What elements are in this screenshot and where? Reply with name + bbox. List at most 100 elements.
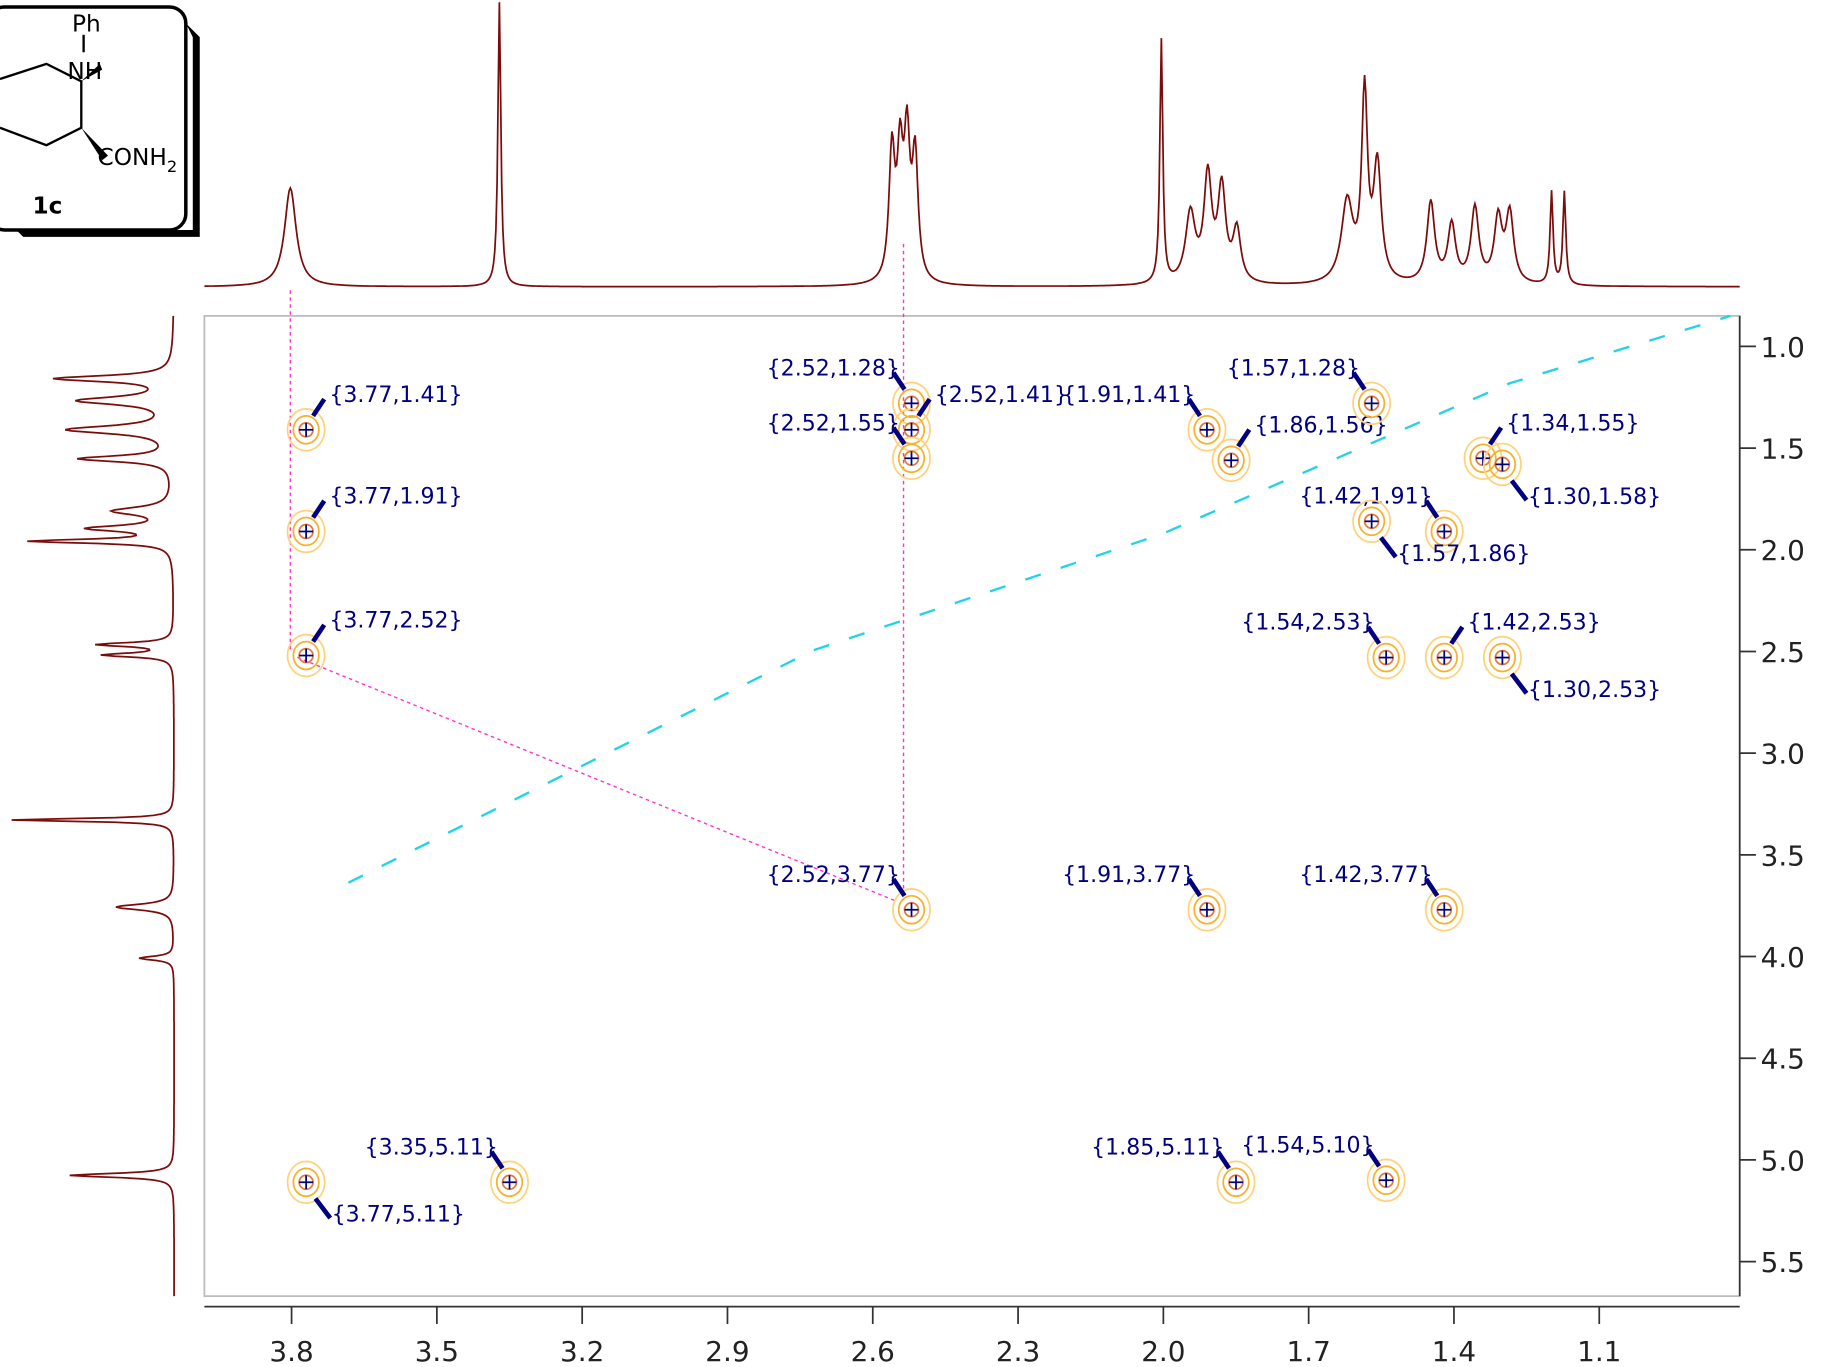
contour [1357, 506, 1386, 537]
peak-label: {1.54,5.10} [1241, 1133, 1374, 1158]
x-tick-label: 2.9 [705, 1335, 749, 1367]
contour [1482, 442, 1522, 487]
peak-label: {1.91,1.41} [1062, 383, 1195, 408]
leader [1366, 1148, 1382, 1168]
peak-label: {1.30,2.53} [1528, 678, 1661, 703]
leader [1366, 625, 1382, 645]
leader [1488, 426, 1504, 446]
contour [1187, 887, 1227, 932]
peak-label: {1.57,1.86} [1397, 542, 1530, 567]
leader [1424, 877, 1440, 898]
peak-label: {2.52,1.41} [935, 383, 1068, 408]
x-tick-label: 1.7 [1287, 1335, 1331, 1367]
contour [892, 887, 931, 932]
peak-marker [299, 422, 314, 437]
contour [1187, 408, 1227, 452]
leader [1449, 625, 1465, 645]
peak-label: {3.77,1.91} [329, 485, 462, 510]
contour [1366, 635, 1406, 680]
contour [1216, 1160, 1256, 1205]
contour [1222, 1167, 1250, 1198]
peak-marker [502, 1175, 517, 1190]
contour [1469, 443, 1497, 474]
leader [311, 397, 327, 418]
contour [292, 414, 320, 445]
contour [286, 1160, 326, 1205]
contour [1193, 414, 1221, 445]
contour [1357, 388, 1386, 419]
peak-marker [1379, 1173, 1394, 1188]
peak-label: {3.77,2.52} [329, 609, 462, 634]
y-tick-label: 1.5 [1761, 433, 1805, 466]
x-tick-label: 1.4 [1432, 1335, 1476, 1367]
contour [1211, 438, 1251, 483]
y-tick-label: 3.5 [1761, 839, 1805, 872]
peak-label: {1.30,1.58} [1528, 485, 1661, 510]
leader [891, 426, 907, 446]
y-tick-label: 2.0 [1761, 534, 1805, 567]
contour [1430, 516, 1458, 547]
leader [1215, 1150, 1231, 1170]
peak-marker [299, 524, 314, 539]
peak-marker [904, 451, 919, 466]
leader [1509, 672, 1529, 695]
contour [1352, 381, 1392, 426]
peak-label: {1.85,5.11} [1091, 1135, 1224, 1160]
peak-label: {2.52,1.28} [767, 356, 900, 381]
y-tick-label: 1.0 [1761, 331, 1805, 364]
peak-label: {1.42,3.77} [1299, 863, 1432, 888]
y-tick-label: 3.0 [1761, 738, 1805, 771]
contour [1366, 1158, 1406, 1203]
peak-marker [299, 1175, 314, 1190]
peak-marker [1437, 902, 1452, 917]
peak-label: {1.42,1.91} [1299, 485, 1432, 510]
leader [1236, 428, 1252, 448]
peak-label: {1.86,1.56} [1254, 413, 1387, 438]
peak-marker [1437, 524, 1452, 539]
contour [292, 1167, 320, 1198]
contour [897, 443, 926, 474]
leader [311, 623, 327, 643]
structure-label: CONH2 [98, 144, 178, 176]
peak-marker [1495, 650, 1510, 665]
x-tick-label: 2.3 [996, 1335, 1040, 1367]
contour [1488, 642, 1517, 673]
leader [489, 1150, 505, 1170]
contour [1372, 1165, 1400, 1196]
peak-label: {3.77,5.11} [332, 1203, 465, 1228]
peak-marker [904, 422, 919, 437]
y-tick-label: 5.5 [1761, 1246, 1805, 1279]
leader [1351, 371, 1367, 391]
peak-marker [1199, 422, 1214, 437]
structure-box [0, 5, 188, 232]
contour [1352, 499, 1392, 544]
contour [1424, 635, 1464, 680]
contour [1430, 642, 1458, 673]
peak-marker [1224, 453, 1239, 468]
peak-label: {2.52,1.55} [767, 411, 900, 436]
guide [297, 656, 897, 902]
peak-marker [1495, 457, 1510, 472]
x-tick-label: 2.0 [1141, 1335, 1185, 1367]
peak-marker [1437, 650, 1452, 665]
leader [1424, 499, 1440, 519]
leader [1186, 877, 1202, 898]
leader [313, 1197, 333, 1220]
peak-label: {3.77,1.41} [329, 383, 462, 408]
peak-marker [904, 396, 919, 411]
peak-marker [904, 902, 919, 917]
peak-label: {1.34,1.55} [1506, 411, 1639, 436]
projection-top [204, 2, 1740, 288]
leader [1379, 536, 1398, 559]
contour [292, 516, 320, 547]
structure-label: CONH [98, 144, 167, 171]
contour [495, 1167, 524, 1198]
peak-label: {1.54,2.53} [1241, 611, 1374, 636]
peak-marker [1364, 396, 1379, 411]
contour [292, 640, 320, 671]
contour [286, 509, 326, 554]
x-tick-label: 3.5 [415, 1335, 459, 1367]
leader [891, 371, 907, 391]
wedge [81, 63, 103, 82]
